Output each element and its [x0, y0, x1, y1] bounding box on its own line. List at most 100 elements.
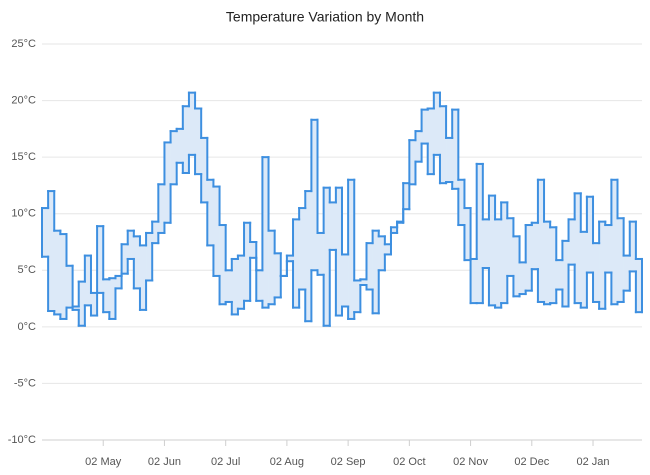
range-band	[599, 221, 606, 309]
axes: -10°C -5°C 0°C 5°C 10°C 15°C 20°C 25°C 02 May 02 …	[8, 38, 642, 468]
range-band	[482, 219, 490, 269]
range-band	[299, 208, 306, 290]
chart-title: Temperature Variation by Month	[226, 9, 424, 25]
range-band	[378, 236, 386, 271]
y-tick-label: 5°C	[18, 264, 37, 276]
range-band	[201, 137, 208, 203]
range-band	[176, 128, 184, 163]
y-tick-label: 15°C	[11, 151, 36, 163]
range-band	[133, 236, 141, 289]
x-tick-label: 02 Jul	[211, 456, 240, 468]
range-band	[617, 218, 624, 302]
x-tick-label: 02 Jun	[148, 456, 181, 468]
range-band	[335, 187, 343, 316]
range-band	[323, 187, 331, 326]
range-band	[146, 232, 153, 281]
range-band	[556, 260, 563, 290]
range-band	[354, 280, 361, 313]
x-tick-label: 02 Nov	[453, 456, 488, 468]
range-band	[103, 279, 110, 313]
range-band	[513, 236, 520, 297]
x-tick-label: 02 Aug	[270, 456, 304, 468]
range-band	[501, 202, 508, 304]
range-band	[195, 108, 202, 175]
range-band	[182, 106, 190, 173]
range-band	[452, 109, 459, 189]
range-band	[293, 219, 300, 308]
range-band	[550, 227, 557, 304]
range-band	[476, 163, 484, 304]
range-band	[48, 191, 55, 312]
range-band	[66, 265, 73, 308]
range-band	[225, 270, 233, 302]
range-band	[311, 119, 318, 271]
range-band	[97, 226, 104, 293]
range-band	[115, 275, 122, 289]
range-band	[525, 225, 533, 291]
range-band	[360, 279, 367, 285]
range-band	[531, 222, 539, 270]
range-band	[158, 184, 165, 233]
y-tick-label: -5°C	[14, 377, 36, 389]
range-band	[366, 243, 373, 290]
range-band	[580, 231, 588, 308]
range-band	[629, 221, 637, 272]
range-band	[605, 225, 612, 273]
range-band	[164, 142, 171, 223]
range-band	[127, 230, 135, 259]
range-band	[262, 157, 269, 308]
x-tick-label: 02 Jan	[577, 456, 610, 468]
x-tick-label: 02 Sep	[331, 456, 366, 468]
range-band	[342, 254, 349, 307]
range-band	[78, 281, 86, 326]
range-band	[635, 258, 643, 313]
range-band	[458, 179, 465, 226]
range-band	[237, 255, 245, 309]
range-band	[507, 218, 514, 276]
range-band	[519, 262, 526, 295]
range-band	[109, 278, 116, 319]
y-tick-label: 25°C	[11, 38, 36, 50]
range-band	[256, 270, 263, 301]
range-band	[207, 179, 214, 246]
y-tick-label: -10°C	[8, 434, 36, 446]
range-band	[415, 131, 422, 162]
range-band	[439, 106, 447, 184]
range-band	[54, 230, 61, 315]
range-band	[384, 244, 392, 255]
range-band	[244, 222, 251, 301]
range-band	[537, 179, 545, 302]
y-tick-label: 20°C	[11, 94, 36, 106]
range-band	[60, 234, 67, 319]
plot-area	[41, 91, 643, 327]
range-band	[574, 193, 582, 304]
range-band	[317, 232, 324, 275]
range-band	[268, 230, 275, 305]
range-band	[121, 244, 129, 274]
range-band	[427, 108, 435, 175]
range-band	[348, 179, 355, 319]
y-tick-label: 0°C	[18, 321, 37, 333]
range-band	[403, 183, 410, 210]
range-band	[488, 195, 496, 306]
x-tick-label: 02 Oct	[393, 456, 425, 468]
range-band	[170, 131, 177, 185]
range-band	[586, 196, 594, 273]
range-band	[623, 255, 631, 291]
range-band	[470, 258, 477, 304]
range-band	[90, 292, 98, 316]
range-band	[250, 242, 257, 258]
range-band	[372, 230, 380, 314]
range-band	[611, 179, 618, 305]
range-band	[544, 221, 551, 305]
range-band	[286, 255, 294, 262]
range-band	[446, 137, 453, 183]
x-tick-label: 02 May	[85, 456, 122, 468]
range-band	[152, 221, 159, 244]
range-band	[42, 208, 49, 257]
range-band	[274, 253, 282, 298]
range-band	[495, 219, 502, 308]
range-band	[305, 191, 312, 322]
range-band	[421, 109, 429, 144]
range-band	[433, 92, 441, 155]
